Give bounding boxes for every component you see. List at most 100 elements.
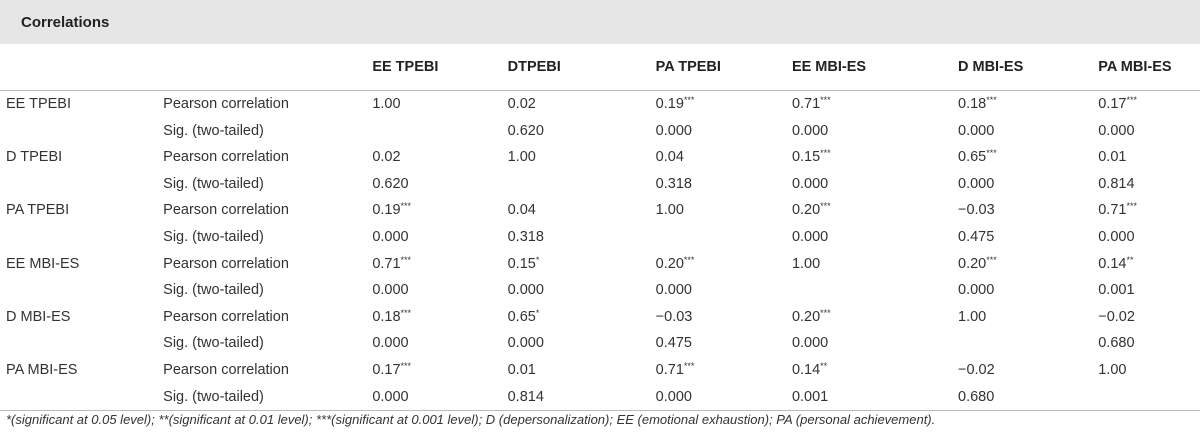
table-cell: 0.620	[372, 171, 507, 198]
cell-value: 0.17	[1098, 96, 1127, 112]
cell-value: 0.814	[507, 388, 544, 405]
table-row: Sig. (two-tailed) 0.620 0.000 0.000 0.000 0.0…	[0, 118, 1200, 145]
cell-value: 0.18	[372, 308, 401, 325]
table-cell: 0.000	[508, 330, 656, 357]
cell-value: 0.71	[372, 255, 401, 272]
table-cell: 1.00	[792, 251, 958, 278]
significance-marker: ***	[683, 360, 695, 371]
row-statistic-label: Pearson correlation	[163, 361, 289, 378]
table-cell: 0.000	[508, 277, 656, 304]
table-cell	[508, 171, 656, 198]
table-cell: 0.01	[508, 357, 656, 384]
cell-value: 0.04	[655, 149, 684, 166]
significance-marker: **	[1126, 254, 1134, 265]
table-cell: 0.20***	[792, 197, 958, 224]
table-cell: 0.04	[508, 197, 656, 224]
table-cell: 0.620	[508, 118, 656, 145]
table-row: Sig. (two-tailed) 0.000 0.000 0.475 0.000 0.6…	[0, 330, 1200, 357]
significance-marker: ***	[400, 307, 412, 318]
table-cell	[792, 277, 958, 304]
table-cell: −0.02	[1098, 304, 1200, 331]
significance-marker: ***	[400, 360, 412, 371]
table-row: PA TPEBI Pearson correlation 0.19*** 0.04 1.…	[0, 197, 1200, 224]
cell-value: 0.814	[1098, 175, 1135, 192]
table-cell: 0.20***	[656, 251, 792, 278]
row-variable-label	[0, 330, 163, 357]
cell-value: 0.000	[507, 282, 544, 299]
column-header: EE TPEBI	[372, 59, 439, 75]
table-cell: 0.71***	[792, 91, 958, 118]
table-cell: 0.680	[958, 384, 1098, 411]
header-blank-stat	[163, 44, 372, 91]
table-cell: 0.000	[792, 171, 958, 198]
table-cell: 0.71***	[656, 357, 792, 384]
table-cell: 0.000	[372, 384, 507, 411]
table-row: EE TPEBI Pearson correlation 1.00 0.02 0.19*…	[0, 91, 1200, 118]
table-cell: 0.318	[656, 171, 792, 198]
table-cell: 0.000	[656, 384, 792, 411]
cell-value: 0.000	[507, 335, 544, 352]
cell-value: 1.00	[958, 308, 987, 325]
row-statistic-label: Pearson correlation	[163, 308, 289, 325]
table-cell: 0.000	[958, 118, 1098, 145]
table-body: EE TPEBI Pearson correlation 1.00 0.02 0.19*…	[0, 91, 1200, 411]
row-statistic-label: Sig. (two-tailed)	[163, 388, 264, 405]
cell-value: 0.680	[1098, 335, 1135, 352]
table-cell: 0.000	[656, 277, 792, 304]
cell-value: 0.17	[372, 361, 401, 378]
row-statistic-label: Pearson correlation	[163, 255, 289, 272]
row-statistic-label: Sig. (two-tailed)	[163, 175, 264, 192]
table-cell: 0.000	[958, 277, 1098, 304]
cell-value: 0.475	[958, 228, 995, 245]
row-statistic-label: Sig. (two-tailed)	[163, 122, 264, 139]
table-cell: 0.814	[508, 384, 656, 411]
table-cell: 0.000	[1098, 118, 1200, 145]
cell-value: 0.000	[655, 122, 692, 139]
table-cell: 0.475	[656, 330, 792, 357]
cell-value: 0.01	[1098, 149, 1127, 166]
cell-value: 1.00	[507, 149, 536, 166]
cell-value: −0.03	[958, 202, 995, 219]
cell-value: 0.15	[791, 149, 821, 166]
cell-value: 0.01	[507, 361, 536, 378]
cell-value: −0.03	[655, 308, 693, 325]
cell-value: 0.620	[372, 175, 409, 192]
significance-marker: ***	[1126, 95, 1137, 105]
table-cell: 0.17***	[372, 357, 507, 384]
table-cell: −0.02	[958, 357, 1098, 384]
cell-value: 0.318	[507, 228, 544, 245]
cell-value: 0.000	[372, 228, 409, 245]
significance-marker: ***	[683, 95, 695, 105]
table-cell: 0.318	[508, 224, 656, 251]
cell-value: 0.14	[791, 361, 821, 378]
table-cell: 0.18***	[958, 91, 1098, 118]
row-statistic-label: Sig. (two-tailed)	[163, 228, 264, 245]
significance-marker: ***	[683, 254, 695, 265]
table-cell: 0.01	[1098, 144, 1200, 171]
row-variable-label: D TPEBI	[6, 149, 63, 166]
row-variable-label	[0, 171, 163, 198]
header-blank-group	[0, 44, 163, 91]
significance-marker: ***	[820, 148, 831, 159]
row-statistic-label: Sig. (two-tailed)	[163, 335, 264, 352]
table-cell: 0.19***	[656, 91, 792, 118]
cell-value: 0.000	[791, 335, 829, 352]
significance-marker: ***	[1126, 201, 1137, 212]
table-cell: 0.000	[656, 118, 792, 145]
row-statistic-label: Pearson correlation	[163, 96, 289, 112]
table-row: PA MBI-ES Pearson correlation 0.17*** 0.01 0…	[0, 357, 1200, 384]
row-variable-label	[0, 224, 163, 251]
cell-value: 0.20	[655, 255, 684, 272]
table-cell: 0.65***	[958, 144, 1098, 171]
row-variable-label	[0, 277, 163, 304]
cell-value: 0.20	[791, 308, 821, 325]
significance-marker: ***	[986, 148, 997, 159]
table-cell: 1.00	[508, 144, 656, 171]
table-cell: 0.17***	[1098, 91, 1200, 118]
significance-marker: ***	[400, 254, 412, 265]
cell-value: 0.475	[655, 335, 692, 352]
table-cell	[656, 224, 792, 251]
table-row: Sig. (two-tailed) 0.000 0.814 0.000 0.001 0.6…	[0, 384, 1200, 411]
cell-value: −0.02	[958, 361, 995, 378]
